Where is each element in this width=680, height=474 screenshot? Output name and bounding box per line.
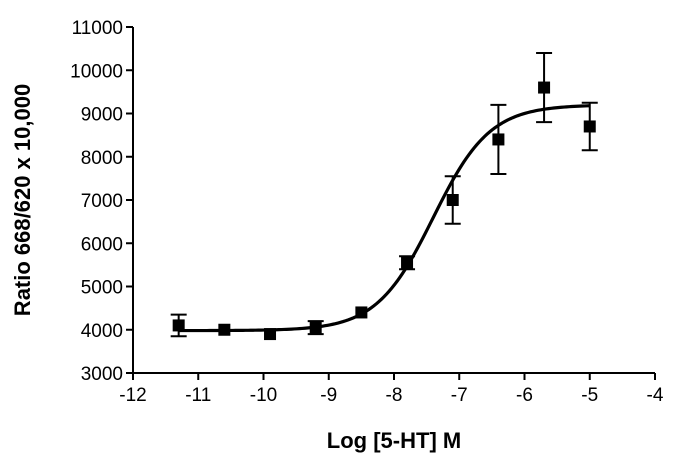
y-tick-label: 6000 <box>81 234 123 255</box>
point-marker <box>264 328 277 341</box>
y-tick-label: 10000 <box>70 61 123 82</box>
point-marker <box>492 133 505 146</box>
point-marker <box>218 323 231 336</box>
x-tick-label: -9 <box>320 385 337 406</box>
x-tick-label: -4 <box>647 385 664 406</box>
point-marker <box>172 319 185 332</box>
data-point <box>170 313 187 338</box>
point-marker <box>355 306 368 319</box>
data-point <box>218 323 231 336</box>
y-axis-title: Ratio 668/620 x 10,000 <box>10 84 35 316</box>
y-tick-label: 3000 <box>81 364 123 385</box>
point-marker <box>538 81 551 94</box>
x-tick-label: -8 <box>386 385 403 406</box>
axes: 3000 4000 5000 6000 7000 8000 9000 10000 11000 -1… <box>70 18 664 406</box>
x-tick-label: -10 <box>250 385 277 406</box>
x-tick-label: -12 <box>119 385 146 406</box>
x-axis-title: Log [5-HT] M <box>327 428 461 453</box>
point-marker <box>309 321 322 334</box>
x-tick-label: -6 <box>516 385 533 406</box>
data-points-layer <box>170 51 598 341</box>
data-point <box>355 306 368 319</box>
x-tick-label: -11 <box>185 385 211 406</box>
x-tick-label: -5 <box>581 385 598 406</box>
data-point <box>581 101 598 152</box>
point-marker <box>401 256 414 269</box>
fit-curve <box>178 104 590 333</box>
y-tick-label: 8000 <box>81 148 123 169</box>
data-point <box>536 51 553 124</box>
y-tick-label: 11000 <box>72 18 123 39</box>
y-tick-label: 7000 <box>81 191 123 212</box>
x-tick-label: -7 <box>451 385 468 406</box>
point-marker <box>583 120 596 133</box>
data-point <box>399 255 416 271</box>
fit-curve-layer <box>178 104 590 333</box>
data-point <box>307 320 324 336</box>
data-point <box>490 103 507 176</box>
y-tick-label: 9000 <box>81 105 123 126</box>
y-tick-label: 5000 <box>81 278 123 299</box>
data-point <box>444 175 461 225</box>
point-marker <box>446 194 459 206</box>
y-tick-label: 4000 <box>81 321 123 342</box>
data-point <box>264 328 277 341</box>
